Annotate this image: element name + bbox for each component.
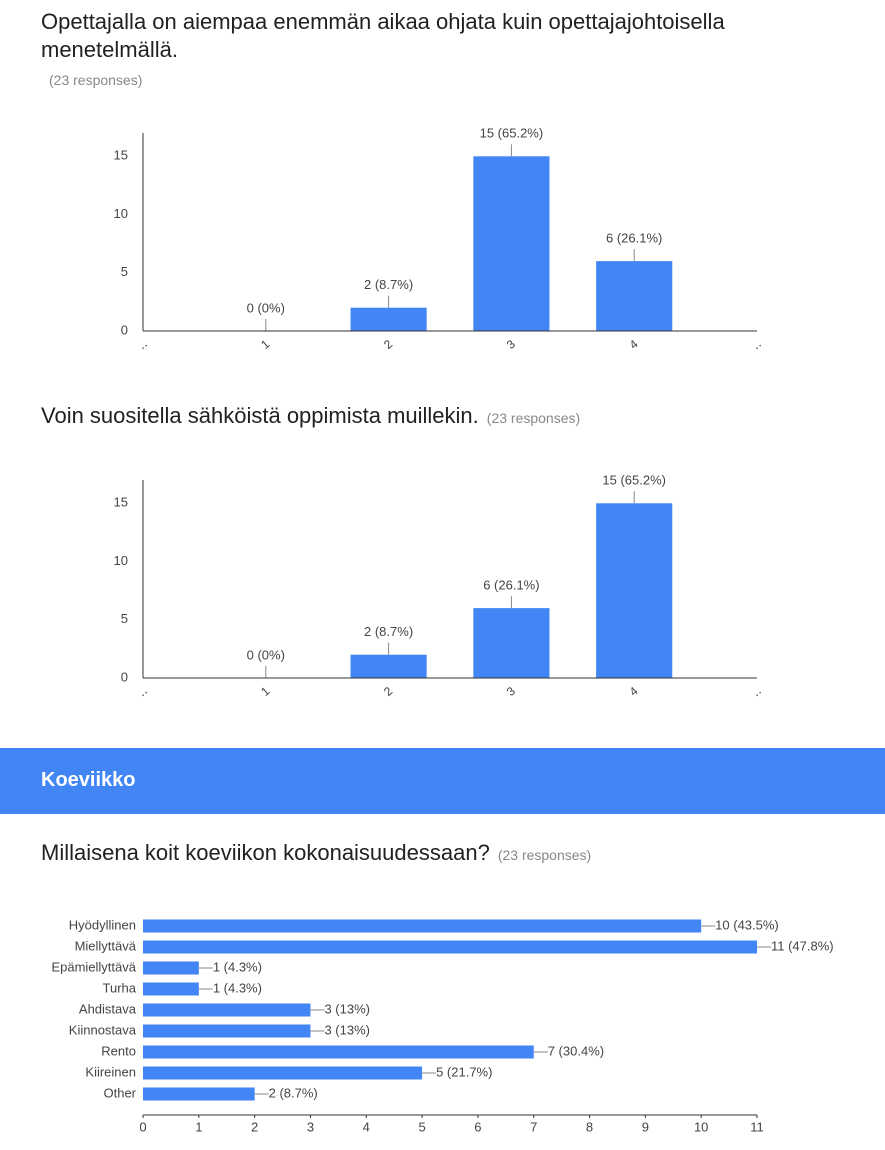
- bar: [143, 1045, 534, 1059]
- bar: [143, 961, 199, 975]
- bar: [350, 654, 427, 678]
- question: Opettajalla on aiempaa enemmän aikaa ohj…: [41, 8, 801, 94]
- value-label: 2 (8.7%): [364, 624, 413, 639]
- value-label: 6 (26.1%): [483, 578, 539, 593]
- x-tick-label: 10: [694, 1119, 708, 1134]
- x-tick-label: 4: [627, 337, 641, 352]
- bar: [143, 919, 702, 933]
- bar: [596, 503, 673, 678]
- bar: [143, 1024, 311, 1038]
- bar: [473, 608, 550, 678]
- response-count: (23 responses): [497, 847, 592, 863]
- y-tick-label: 15: [114, 495, 128, 510]
- y-tick-label: Hyödyllinen: [69, 917, 136, 932]
- x-tick-label: 6: [474, 1119, 481, 1134]
- value-label: 0 (0%): [247, 300, 285, 315]
- x-tick-label: 1: [258, 684, 272, 699]
- x-tick-label: 4: [363, 1119, 370, 1134]
- section-banner: Koeviikko: [0, 748, 885, 814]
- x-tick-label: ‥: [749, 683, 764, 699]
- x-tick-label: 7: [530, 1119, 537, 1134]
- question-title: Opettajalla on aiempaa enemmän aikaa ohj…: [41, 9, 725, 62]
- x-tick-label: ‥: [135, 336, 150, 352]
- y-tick-label: Rento: [101, 1043, 136, 1058]
- y-tick-label: Miellyttävä: [75, 938, 137, 953]
- x-tick-label: 1: [195, 1119, 202, 1134]
- x-tick-label: 3: [504, 337, 518, 352]
- value-label: 5 (21.7%): [436, 1064, 492, 1079]
- x-tick-label: 2: [381, 337, 395, 352]
- bar: [143, 1087, 255, 1101]
- y-tick-label: Kiireinen: [85, 1064, 136, 1079]
- x-tick-label: 9: [642, 1119, 649, 1134]
- x-tick-label: 4: [627, 684, 641, 699]
- value-label: 1 (4.3%): [213, 959, 262, 974]
- x-tick-label: 8: [586, 1119, 593, 1134]
- x-tick-label: 2: [381, 684, 395, 699]
- bar: [143, 1066, 423, 1080]
- value-label: 7 (30.4%): [548, 1043, 604, 1058]
- y-tick-label: 0: [121, 669, 128, 684]
- y-tick-label: Epämiellyttävä: [51, 959, 136, 974]
- value-label: 15 (65.2%): [480, 126, 544, 141]
- section-title: Koeviikko: [41, 769, 136, 791]
- y-tick-label: 0: [121, 322, 128, 337]
- y-tick-label: Kiinnostava: [69, 1022, 137, 1037]
- x-tick-label: 3: [504, 684, 518, 699]
- bar: [143, 982, 199, 996]
- bar: [143, 1003, 311, 1017]
- question-title: Millaisena koit koeviikon kokonaisuudess…: [41, 840, 490, 865]
- y-tick-label: 10: [114, 206, 128, 221]
- x-tick-label: ‥: [135, 683, 150, 699]
- x-tick-label: 1: [258, 337, 272, 352]
- value-label: 0 (0%): [247, 647, 285, 662]
- y-tick-label: 5: [121, 611, 128, 626]
- bar: [473, 156, 550, 331]
- value-label: 2 (8.7%): [269, 1085, 318, 1100]
- x-tick-label: 2: [251, 1119, 258, 1134]
- x-tick-label: 5: [418, 1119, 425, 1134]
- y-tick-label: Turha: [103, 980, 137, 995]
- x-tick-label: ‥: [749, 336, 764, 352]
- y-tick-label: Ahdistava: [79, 1001, 137, 1016]
- question: Millaisena koit koeviikon kokonaisuudess…: [41, 839, 801, 869]
- x-tick-label: 0: [139, 1119, 146, 1134]
- bar: [596, 261, 673, 331]
- value-label: 3 (13%): [324, 1022, 370, 1037]
- value-label: 1 (4.3%): [213, 980, 262, 995]
- response-count: (23 responses): [486, 410, 581, 426]
- y-tick-label: 5: [121, 264, 128, 279]
- question: Voin suositella sähköistä oppimista muil…: [41, 402, 801, 432]
- value-label: 10 (43.5%): [715, 917, 779, 932]
- value-label: 11 (47.8%): [771, 938, 834, 953]
- question-title: Voin suositella sähköistä oppimista muil…: [41, 403, 479, 428]
- value-label: 6 (26.1%): [606, 231, 662, 246]
- x-tick-label: 3: [307, 1119, 314, 1134]
- x-tick-label: 11: [750, 1119, 764, 1134]
- y-tick-label: 15: [114, 148, 128, 163]
- y-tick-label: Other: [103, 1085, 136, 1100]
- value-label: 3 (13%): [324, 1001, 370, 1016]
- value-label: 2 (8.7%): [364, 277, 413, 292]
- response-count: (23 responses): [49, 72, 143, 88]
- y-tick-label: 10: [114, 553, 128, 568]
- value-label: 15 (65.2%): [602, 473, 666, 488]
- bar: [350, 307, 427, 331]
- bar: [143, 940, 757, 954]
